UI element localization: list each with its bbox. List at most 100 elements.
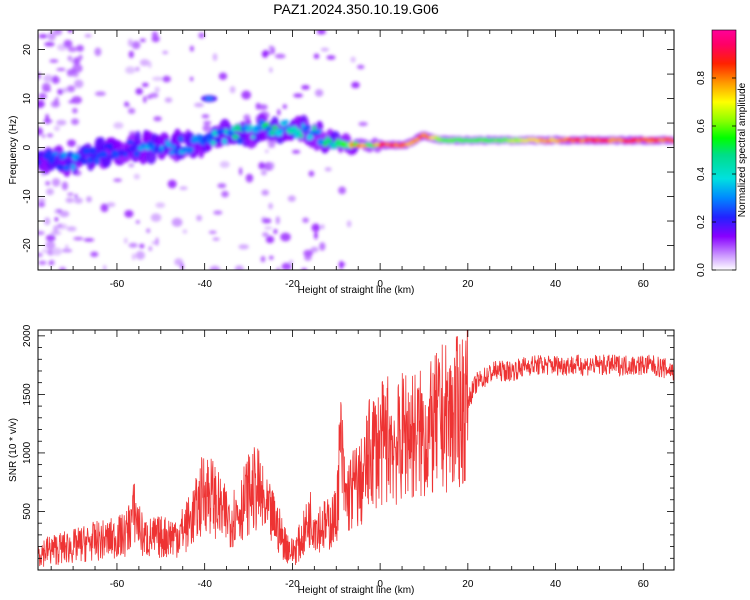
y-tick-label: 500 <box>22 503 33 520</box>
spectrogram-noise-blob <box>135 250 145 260</box>
x-tick-label: -20 <box>285 279 300 290</box>
x-tick-label: -40 <box>197 579 212 590</box>
spectrogram-noise-blob <box>218 72 228 80</box>
spectrogram-noise-blob <box>38 231 45 235</box>
spectrogram-ridge-core <box>671 139 674 143</box>
spectrogram-noise-blob <box>261 189 270 196</box>
spectrogram-noise-blob <box>72 72 79 78</box>
y-tick-label: 0 <box>22 144 33 150</box>
spectrogram-noise-blob <box>125 66 136 74</box>
spectrogram-noise-blob <box>43 74 54 83</box>
spectrogram-noise-blob <box>45 181 51 186</box>
spectrogram-noise-blob <box>287 195 296 202</box>
spectrogram-noise-blob <box>103 265 107 270</box>
spectrogram-ridge-core <box>215 137 221 144</box>
spectrogram-ridge-core <box>38 159 42 165</box>
spectrogram-noise-blob <box>277 109 281 116</box>
spectrogram-noise-blob <box>74 194 78 199</box>
spectrogram-ridge-core <box>248 124 253 129</box>
spectrogram-noise-blob <box>269 67 273 73</box>
spectrogram-noise-blob <box>258 162 266 170</box>
spectrogram-noise-blob <box>66 69 73 77</box>
spectrogram-noise-blob <box>351 81 360 89</box>
spectrogram-noise-blob <box>73 237 84 241</box>
spectrogram-noise-blob <box>53 125 61 132</box>
spectrogram-noise-blob <box>131 41 141 50</box>
spectrogram-noise-blob <box>265 149 269 153</box>
spectrogram-noise-blob <box>74 79 84 89</box>
spectrogram-noise-blob <box>356 64 365 70</box>
spectrogram-noise-blob <box>57 209 63 213</box>
spectrogram-noise-blob <box>65 244 69 251</box>
spectrogram-noise-blob <box>146 228 151 233</box>
colorbar-ticks: 0.0 0.2 0.4 0.6 0.8 <box>696 71 736 277</box>
spectrogram-x-label: Height of straight line (km) <box>298 285 415 296</box>
spectrogram-noise-blob <box>72 107 78 114</box>
spectrogram-noise-blob <box>234 265 244 270</box>
spectrogram-noise-blob <box>45 241 56 250</box>
spectrogram-noise-blob <box>153 116 162 122</box>
spectrogram-ridge-core <box>315 129 322 134</box>
spectrogram-ridge-core <box>291 125 298 132</box>
spectrogram-noise-blob <box>49 59 59 63</box>
spectrogram-noise-blob <box>74 197 83 204</box>
x-tick-label: 60 <box>638 279 650 290</box>
y-tick-label: 1500 <box>22 383 33 406</box>
spectrogram-noise-blob <box>180 263 184 270</box>
spectrogram-ridge-core <box>100 151 108 158</box>
spectrogram-noise-blob <box>179 186 188 190</box>
spectrogram-noise-blob <box>213 210 223 215</box>
spectrogram-noise-blob <box>38 34 48 39</box>
spectrogram-noise-blob <box>268 202 273 210</box>
spectrogram-noise-blob <box>106 202 116 208</box>
spectrogram-noise-blob <box>139 243 145 249</box>
spectrogram-ridge-core <box>250 135 256 140</box>
colorbar-label: Normalized spectral amplitude <box>737 82 748 217</box>
spectrogram-noise-blob <box>152 76 164 81</box>
spectrogram-ridge-core <box>71 163 76 171</box>
spectrogram-noise-blob <box>61 181 69 191</box>
spectrogram-noise-blob <box>54 217 59 222</box>
spectrogram-ridge-core <box>63 165 70 171</box>
spectrogram-noise-blob <box>71 96 82 104</box>
spectrogram-noise-blob <box>44 217 51 226</box>
spectrogram-noise-blob <box>51 247 63 256</box>
spectrogram-noise-blob <box>38 127 43 136</box>
snr-frame <box>37 329 675 571</box>
spectrogram-noise-blob <box>268 143 276 148</box>
spectrogram-noise-blob <box>51 178 61 187</box>
colorbar: 0.0 0.2 0.4 0.6 0.8 Normalized spectral ampl… <box>696 29 748 277</box>
spectrogram-noise-blob <box>135 66 140 72</box>
spectrogram-noise-blob <box>38 252 43 258</box>
spectrogram-noise-blob <box>273 229 278 234</box>
spectrogram-noise-blob <box>302 217 309 223</box>
spectrogram-noise-blob <box>38 201 46 208</box>
spectrogram-panel: -60 -40 -20 0 20 40 60 -20 -10 0 10 20 Height of st… <box>8 29 675 296</box>
spectrogram-noise-blob <box>203 121 212 125</box>
spectrogram-noise-blob <box>311 223 321 232</box>
spectrogram-noise-blob <box>316 30 326 35</box>
spectrogram-noise-blob <box>72 64 83 73</box>
x-tick-label: 20 <box>462 279 474 290</box>
colorbar-tick-label: 0.0 <box>696 263 707 277</box>
spectrogram-noise-blob <box>128 131 138 135</box>
spectrogram-ridge-core <box>178 136 184 143</box>
spectrogram-noise-blob <box>189 76 194 82</box>
spectrogram-noise-blob <box>42 134 46 139</box>
spectrogram-noise-blob <box>167 179 177 189</box>
spectrogram-noise-blob <box>66 85 76 93</box>
spectrogram-noise-blob <box>280 232 291 242</box>
spectrogram-noise-blob <box>314 231 318 240</box>
spectrogram-noise-blob <box>270 162 275 170</box>
x-tick-label: -60 <box>110 279 125 290</box>
spectrogram-noise-blob <box>164 97 173 103</box>
spectrogram-noise-blob <box>86 196 92 203</box>
spectrogram-noise-blob <box>196 215 203 222</box>
spectrogram-noise-blob <box>124 210 134 218</box>
spectrogram-noise-blob <box>73 57 81 66</box>
spectrogram-noise-blob <box>54 97 58 106</box>
spectrogram-noise-blob <box>148 246 153 252</box>
spectrogram-noise-blob <box>44 41 55 47</box>
x-tick-label: -20 <box>285 579 300 590</box>
spectrogram-noise-blob <box>212 53 218 61</box>
